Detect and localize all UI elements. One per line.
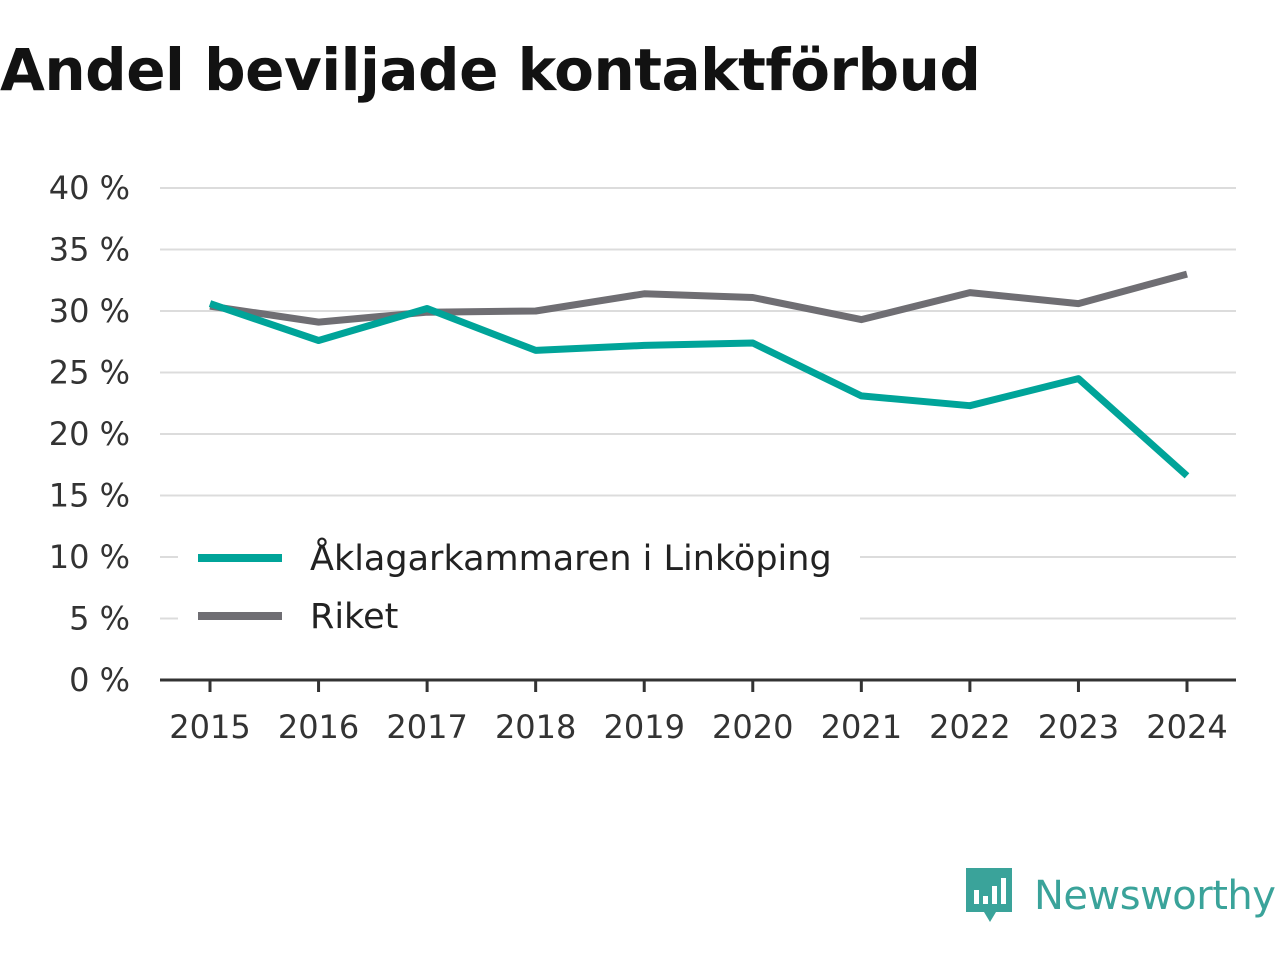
x-tick-label: 2023 bbox=[1038, 708, 1119, 746]
y-tick-label: 20 % bbox=[49, 415, 130, 453]
x-tick-label: 2015 bbox=[169, 708, 250, 746]
legend-label: Åklagarkammaren i Linköping bbox=[310, 536, 832, 579]
chart-title: Andel beviljade kontaktförbud bbox=[0, 36, 981, 104]
x-tick-label: 2018 bbox=[495, 708, 576, 746]
x-tick-label: 2017 bbox=[386, 708, 467, 746]
y-tick-label: 30 % bbox=[49, 292, 130, 330]
x-tick-label: 2021 bbox=[821, 708, 902, 746]
series-line-1 bbox=[209, 270, 1188, 326]
legend: Åklagarkammaren i Linköping Riket bbox=[178, 528, 860, 652]
x-tick-label: 2020 bbox=[712, 708, 793, 746]
x-tick-label: 2022 bbox=[929, 708, 1010, 746]
y-tick-label: 35 % bbox=[49, 231, 130, 269]
y-axis: 0 % 5 % 10 % 15 % 20 % 25 % 30 % 35 % 40 % bbox=[49, 169, 130, 699]
y-tick-label: 5 % bbox=[69, 600, 130, 638]
y-tick-label: 40 % bbox=[49, 169, 130, 207]
series-lines bbox=[208, 270, 1190, 479]
brand-name: Newsworthy bbox=[1034, 873, 1276, 919]
x-tick-label: 2016 bbox=[278, 708, 359, 746]
x-tick-label: 2019 bbox=[604, 708, 685, 746]
y-tick-label: 0 % bbox=[69, 661, 130, 699]
y-tick-label: 15 % bbox=[49, 477, 130, 515]
x-tick-label: 2024 bbox=[1146, 708, 1227, 746]
y-tick-label: 25 % bbox=[49, 354, 130, 392]
legend-label: Riket bbox=[310, 597, 398, 637]
newsworthy-logo-icon bbox=[966, 868, 1012, 922]
newsworthy-logo: Newsworthy bbox=[964, 866, 1276, 926]
series-line-0 bbox=[208, 300, 1190, 479]
y-tick-label: 10 % bbox=[49, 538, 130, 576]
legend-background bbox=[178, 528, 860, 652]
x-axis: 2015 2016 2017 2018 2019 2020 2021 2022 2023 2024 bbox=[160, 678, 1236, 746]
